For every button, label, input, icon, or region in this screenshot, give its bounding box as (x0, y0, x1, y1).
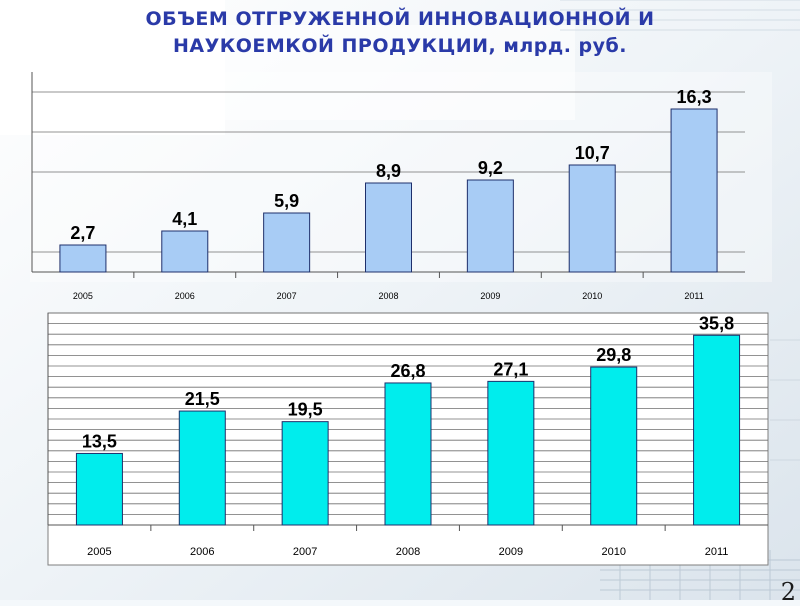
x-tick-label: 2011 (705, 546, 729, 558)
data-label: 5,9 (274, 191, 299, 211)
page-number: 2 (780, 578, 796, 606)
bar (59, 244, 107, 273)
data-label: 8,9 (376, 161, 401, 181)
x-tick-label: 2010 (582, 291, 602, 301)
x-tick-label: 2008 (378, 291, 398, 301)
bar (161, 230, 209, 273)
data-label: 4,1 (172, 209, 197, 229)
data-label: 21,5 (185, 389, 220, 409)
bar (178, 410, 226, 526)
x-tick-label: 2007 (293, 546, 317, 558)
bar (568, 164, 616, 273)
x-tick-label: 2009 (499, 546, 523, 558)
data-label: 26,8 (390, 361, 425, 381)
x-tick-label: 2006 (175, 291, 195, 301)
data-label: 35,8 (699, 313, 734, 333)
data-label: 9,2 (478, 158, 503, 178)
decor-grid (770, 339, 800, 461)
bar (487, 380, 535, 526)
bar (281, 421, 329, 526)
x-tick-label: 2006 (190, 546, 214, 558)
bar (263, 212, 311, 273)
decor-lines (560, 0, 800, 31)
x-tick-label: 2010 (601, 546, 625, 558)
x-tick-label: 2009 (480, 291, 500, 301)
slide-title-line1: ОБЪЕМ ОТГРУЖЕННОЙ ИННОВАЦИОННОЙ И (145, 8, 655, 30)
x-tick-label: 2008 (396, 546, 420, 558)
bar (466, 179, 514, 273)
data-label: 13,5 (82, 431, 117, 451)
data-label: 2,7 (70, 223, 95, 243)
data-label: 16,3 (677, 87, 712, 107)
bar (365, 182, 412, 273)
data-label: 19,5 (288, 400, 323, 420)
decor-panel (225, 25, 575, 120)
bar (693, 334, 741, 526)
slide-title: ОБЪЕМ ОТГРУЖЕННОЙ ИННОВАЦИОННОЙ И НАУКОЕ… (60, 6, 740, 60)
bar (670, 108, 718, 273)
slide-title-line2: НАУКОЕМКОЙ ПРОДУКЦИИ, млрд. руб. (172, 35, 628, 57)
data-label: 29,8 (596, 345, 631, 365)
decor-panel (0, 0, 225, 135)
x-tick-label: 2007 (277, 291, 297, 301)
bar (384, 382, 432, 526)
bar (590, 366, 638, 526)
x-tick-label: 2011 (684, 291, 703, 301)
data-label: 27,1 (493, 359, 528, 379)
x-tick-label: 2005 (73, 291, 93, 301)
data-label: 10,7 (575, 143, 610, 163)
x-tick-label: 2005 (87, 546, 111, 558)
bar (75, 452, 123, 526)
